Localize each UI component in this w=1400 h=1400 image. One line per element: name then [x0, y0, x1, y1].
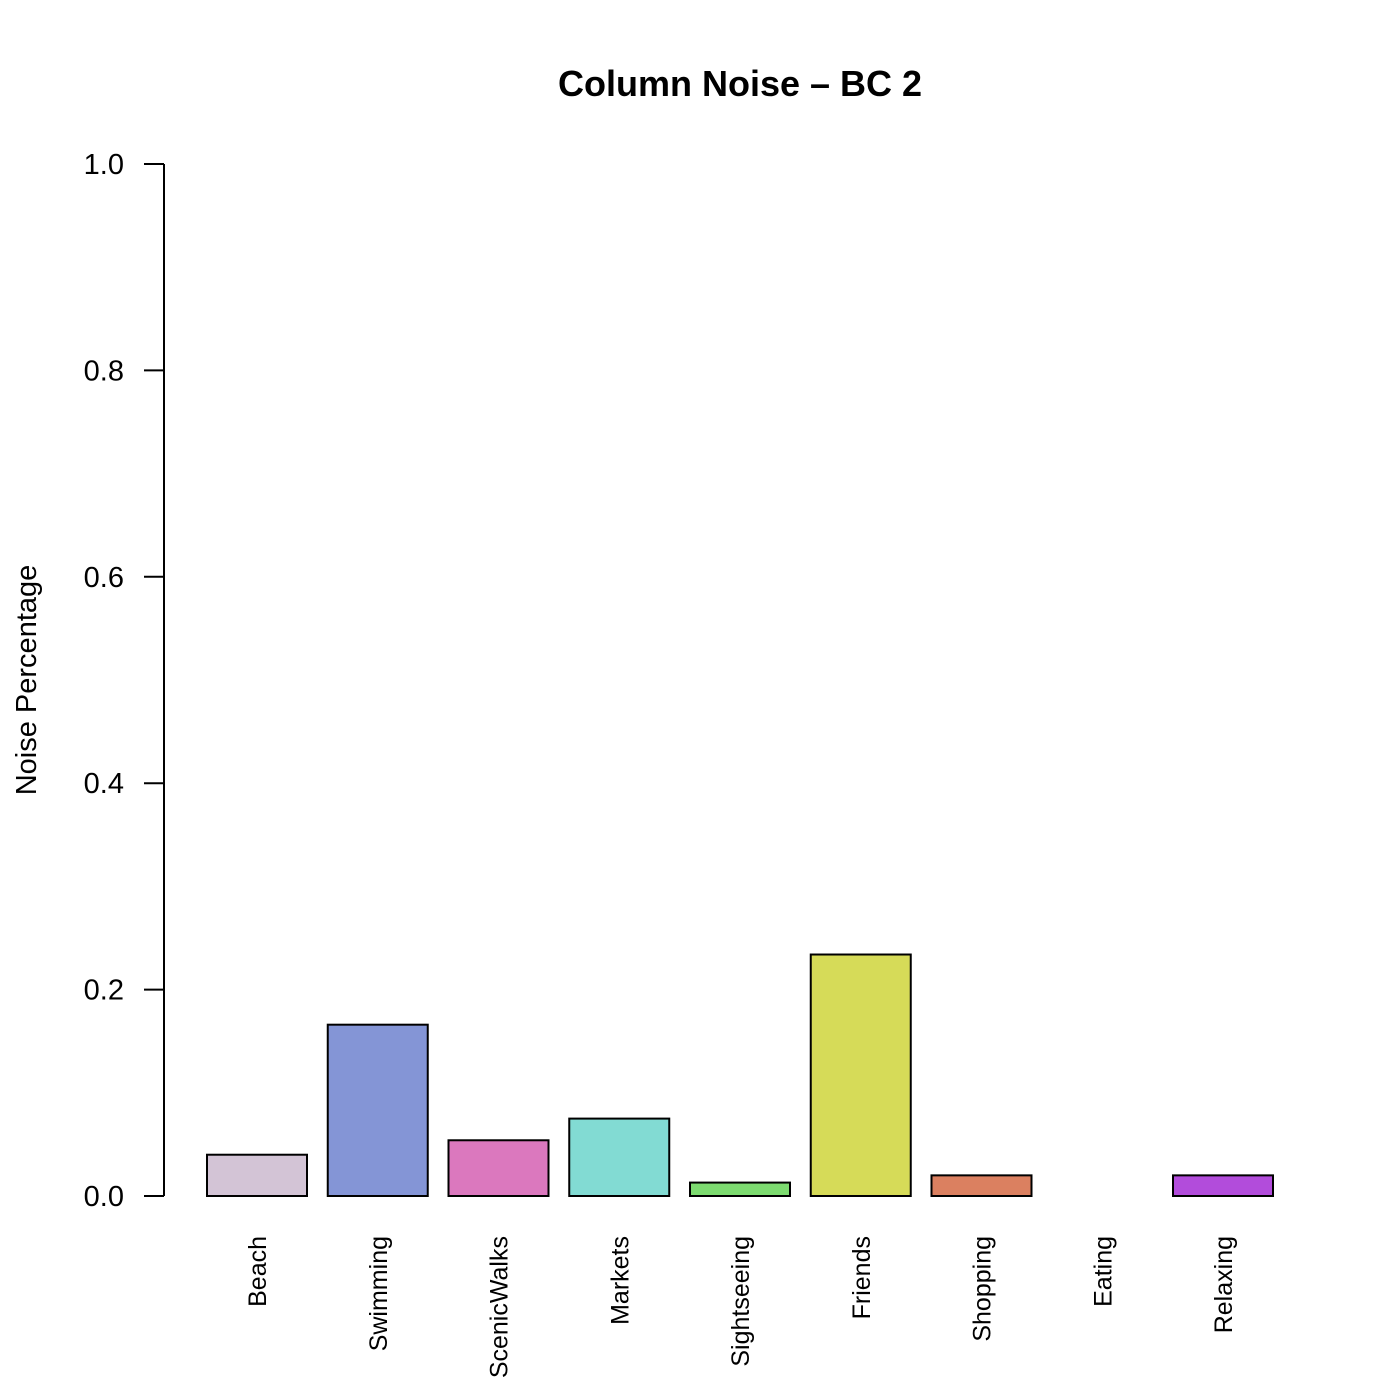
y-axis-label: Noise Percentage	[11, 565, 43, 796]
bar-relaxing	[1172, 1174, 1274, 1197]
x-tick-label: ScenicWalks	[486, 1236, 514, 1378]
x-tick-label: Markets	[606, 1236, 634, 1325]
x-tick-label: Relaxing	[1210, 1236, 1238, 1333]
y-axis: 0.0 0.2 0.4 0.6 0.8 1.0	[84, 149, 165, 1213]
y-tick-label: 0.2	[84, 975, 124, 1007]
y-tick-label: 0.0	[84, 1181, 124, 1213]
x-tick-label: Beach	[244, 1236, 272, 1307]
bar-sightseeing	[689, 1181, 791, 1197]
bar-markets	[568, 1117, 671, 1197]
x-tick-label: Swimming	[365, 1236, 393, 1351]
y-tick-label: 0.8	[84, 355, 124, 387]
x-axis-labels: Beach Swimming ScenicWalks Markets Sightseei…	[244, 1236, 1238, 1378]
y-tick-label: 1.0	[84, 149, 124, 181]
x-tick-label: Sightseeing	[727, 1236, 755, 1367]
bar-swimming	[326, 1023, 429, 1197]
bar-beach	[206, 1153, 308, 1197]
x-tick-label: Friends	[848, 1236, 876, 1319]
bar-shopping	[930, 1174, 1033, 1197]
y-tick-label: 0.4	[84, 768, 124, 800]
x-tick-label: Eating	[1089, 1236, 1117, 1307]
bar-scenicwalks	[447, 1139, 550, 1197]
x-tick-label: Shopping	[969, 1236, 997, 1342]
bars	[206, 953, 1274, 1198]
y-tick-label: 0.6	[84, 562, 124, 594]
bar-friends	[809, 953, 912, 1198]
chart-title: Column Noise – BC 2	[558, 63, 922, 104]
